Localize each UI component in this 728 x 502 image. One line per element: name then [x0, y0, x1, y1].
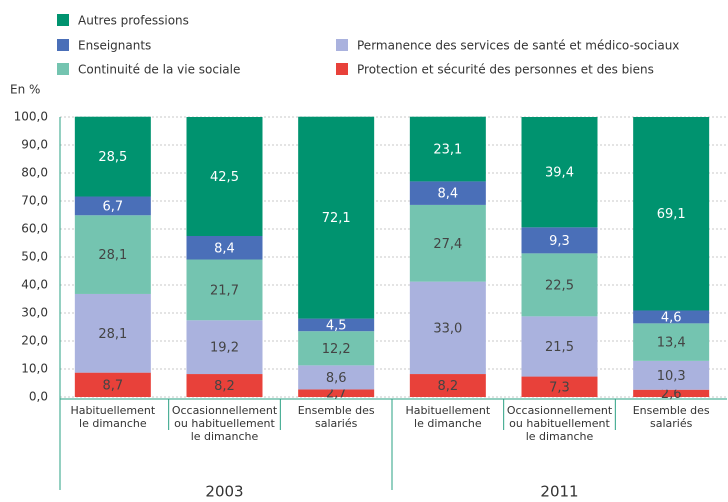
- legend-swatch: [336, 39, 348, 51]
- bar-segment: [633, 323, 710, 361]
- bar-segment: [521, 227, 598, 254]
- legend-swatch: [336, 63, 348, 75]
- legend-swatch: [57, 63, 69, 75]
- bar-segment: [186, 374, 263, 397]
- value-label: 28,1: [98, 327, 127, 342]
- x-tick-label: le dimanche: [414, 417, 482, 430]
- value-label: 21,5: [545, 340, 574, 355]
- value-label: 19,2: [210, 341, 239, 356]
- y-tick-label: 60,0: [21, 222, 48, 236]
- x-tick-label: Occasionnellement: [172, 404, 278, 417]
- value-label: 9,3: [549, 234, 570, 249]
- bar-segment: [186, 259, 263, 321]
- bar-segment: [74, 196, 151, 216]
- value-label: 10,3: [657, 369, 686, 384]
- bar-segment: [74, 293, 151, 373]
- x-tick-label: Occasionnellement: [507, 404, 613, 417]
- bar-segment: [186, 320, 263, 375]
- y-tick-label: 30,0: [21, 306, 48, 320]
- x-tick-label: ou habituellement: [174, 417, 275, 430]
- bar-segment: [521, 376, 598, 397]
- value-label: 7,3: [549, 380, 570, 395]
- value-label: 8,2: [437, 379, 458, 394]
- value-label: 23,1: [433, 143, 462, 158]
- y-tick-label: 70,0: [21, 194, 48, 208]
- bar-segment: [74, 116, 151, 197]
- bar-segment: [186, 236, 263, 260]
- legend-swatch: [57, 39, 69, 51]
- bar-segment: [633, 389, 710, 397]
- x-tick-label: le dimanche: [526, 430, 594, 443]
- bar-segment: [633, 310, 710, 324]
- legend-label: Continuité de la vie sociale: [78, 63, 240, 77]
- bar-segment: [298, 116, 375, 319]
- value-label: 4,6: [661, 310, 682, 325]
- value-label: 22,5: [545, 278, 574, 293]
- bar-segment: [298, 318, 375, 332]
- y-tick-label: 80,0: [21, 166, 48, 180]
- value-label: 21,7: [210, 283, 239, 298]
- x-tick-label: Ensemble des: [298, 404, 375, 417]
- value-label: 2,7: [326, 387, 347, 402]
- legend-label: Permanence des services de santé et médi…: [357, 39, 679, 53]
- bar-segment: [74, 372, 151, 397]
- value-label: 33,0: [433, 321, 462, 336]
- value-label: 6,7: [102, 199, 123, 214]
- bar-segment: [521, 253, 598, 317]
- legend-swatch: [57, 14, 69, 26]
- y-axis-label: En %: [10, 83, 40, 97]
- y-tick-label: 100,0: [14, 110, 48, 124]
- bar-segment: [298, 365, 375, 390]
- legend-label: Autres professions: [78, 14, 189, 28]
- group-label: 2003: [205, 483, 243, 501]
- bar-segment: [633, 360, 710, 390]
- y-tick-label: 20,0: [21, 334, 48, 348]
- x-tick-label: Habituellement: [405, 404, 490, 417]
- x-tick-label: ou habituellement: [509, 417, 610, 430]
- bar-segment: [521, 117, 598, 228]
- x-tick-label: le dimanche: [191, 430, 259, 443]
- value-label: 69,1: [657, 207, 686, 222]
- y-tick-label: 90,0: [21, 138, 48, 152]
- value-label: 4,5: [326, 318, 347, 333]
- value-label: 39,4: [545, 166, 574, 181]
- x-tick-label: Habituellement: [70, 404, 155, 417]
- bar-segment: [409, 204, 486, 282]
- bar-segment: [298, 389, 375, 397]
- legend-label: Protection et sécurité des personnes et …: [357, 63, 654, 77]
- value-label: 28,5: [98, 150, 127, 165]
- y-tick-label: 40,0: [21, 278, 48, 292]
- x-tick-label: Ensemble des: [633, 404, 710, 417]
- value-label: 8,6: [326, 371, 347, 386]
- value-label: 13,4: [657, 336, 686, 351]
- value-label: 8,2: [214, 379, 235, 394]
- value-label: 42,5: [210, 170, 239, 185]
- y-tick-label: 50,0: [21, 250, 48, 264]
- bar-segment: [521, 316, 598, 377]
- value-label: 2,6: [661, 387, 682, 402]
- bar-segment: [409, 374, 486, 397]
- value-label: 8,4: [214, 241, 235, 256]
- bar-segment: [409, 116, 486, 182]
- bar-segment: [633, 117, 710, 311]
- bar-segment: [409, 281, 486, 375]
- x-tick-label: le dimanche: [79, 417, 147, 430]
- value-label: 8,4: [437, 187, 458, 202]
- value-label: 8,7: [102, 378, 123, 393]
- group-label: 2011: [540, 483, 578, 501]
- value-label: 28,1: [98, 248, 127, 263]
- value-label: 27,4: [433, 237, 462, 252]
- value-label: 72,1: [322, 211, 351, 226]
- bar-segment: [74, 215, 151, 294]
- legend-label: Enseignants: [78, 39, 151, 53]
- x-tick-label: salariés: [650, 417, 693, 430]
- bar-segment: [298, 331, 375, 366]
- bar-segment: [409, 181, 486, 205]
- y-tick-label: 0,0: [29, 390, 48, 404]
- y-tick-label: 10,0: [21, 362, 48, 376]
- x-tick-label: salariés: [315, 417, 358, 430]
- bar-segment: [186, 117, 263, 236]
- value-label: 12,2: [322, 342, 351, 357]
